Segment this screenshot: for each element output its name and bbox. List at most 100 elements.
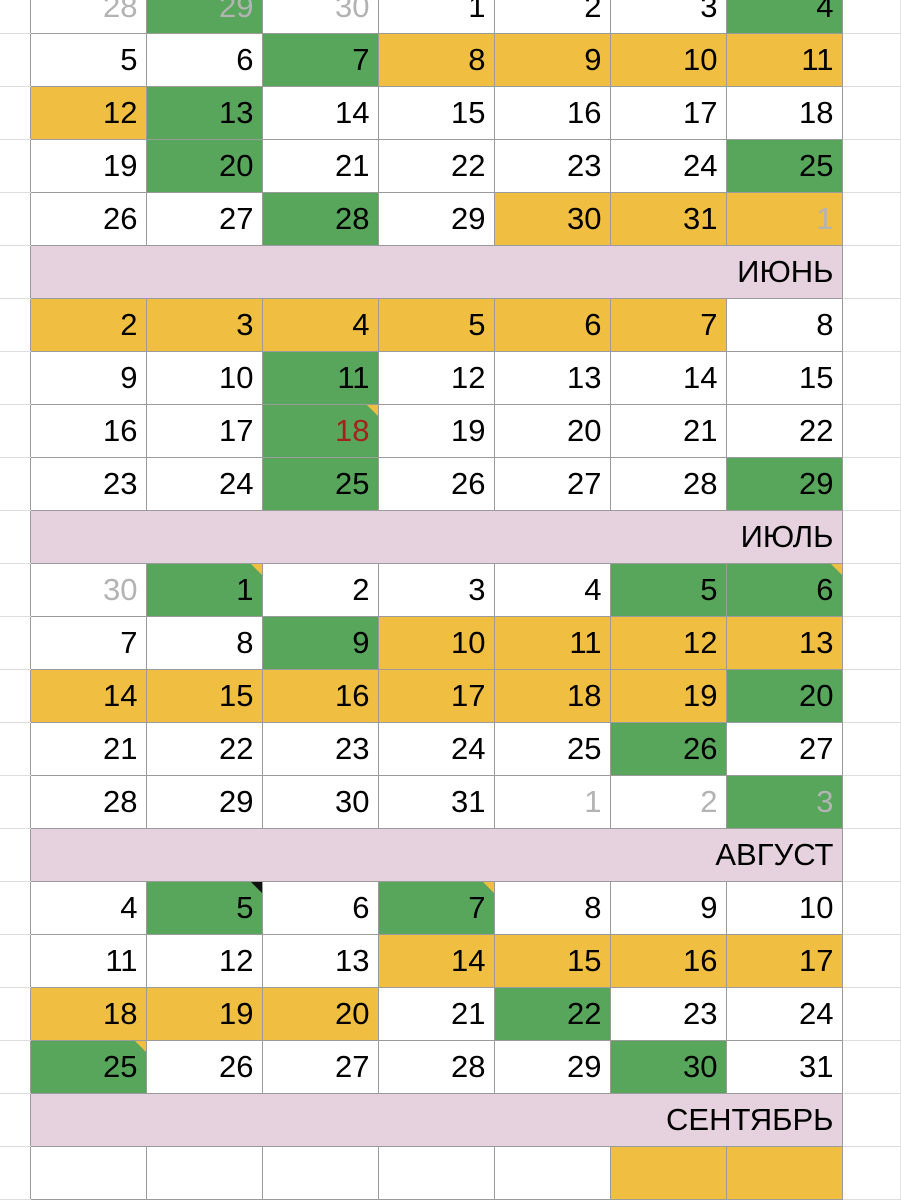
- day-cell[interactable]: 24: [145, 457, 263, 511]
- day-cell[interactable]: 29: [145, 0, 263, 34]
- day-cell[interactable]: 23: [261, 722, 379, 776]
- day-cell[interactable]: 30: [261, 0, 379, 34]
- day-cell[interactable]: 11: [29, 934, 147, 988]
- empty-cell[interactable]: [842, 404, 901, 458]
- day-cell[interactable]: 21: [377, 987, 495, 1041]
- day-cell[interactable]: 27: [725, 722, 843, 776]
- day-cell[interactable]: 31: [609, 192, 727, 246]
- day-cell[interactable]: 2: [261, 563, 379, 617]
- empty-cell[interactable]: [842, 192, 901, 246]
- day-cell[interactable]: 1: [145, 563, 263, 617]
- day-cell[interactable]: [493, 1146, 611, 1200]
- row-gutter-cell[interactable]: [0, 245, 30, 299]
- empty-cell[interactable]: [842, 669, 901, 723]
- empty-cell[interactable]: [842, 139, 901, 193]
- day-cell[interactable]: 3: [609, 0, 727, 34]
- day-cell[interactable]: 5: [609, 563, 727, 617]
- day-cell[interactable]: 8: [725, 298, 843, 352]
- row-gutter-cell[interactable]: [0, 404, 30, 458]
- day-cell[interactable]: 26: [377, 457, 495, 511]
- row-gutter-cell[interactable]: [0, 457, 30, 511]
- month-header[interactable]: ИЮЛЬ: [29, 510, 843, 564]
- day-cell[interactable]: 28: [261, 192, 379, 246]
- day-cell[interactable]: 14: [609, 351, 727, 405]
- day-cell[interactable]: 30: [493, 192, 611, 246]
- day-cell[interactable]: 10: [145, 351, 263, 405]
- day-cell[interactable]: 29: [377, 192, 495, 246]
- day-cell[interactable]: 22: [377, 139, 495, 193]
- day-cell[interactable]: 1: [377, 0, 495, 34]
- day-cell[interactable]: 28: [29, 775, 147, 829]
- empty-cell[interactable]: [842, 245, 901, 299]
- empty-cell[interactable]: [842, 457, 901, 511]
- day-cell[interactable]: 12: [145, 934, 263, 988]
- day-cell[interactable]: 9: [29, 351, 147, 405]
- day-cell[interactable]: 6: [145, 33, 263, 87]
- empty-cell[interactable]: [842, 1040, 901, 1094]
- day-cell[interactable]: 23: [609, 987, 727, 1041]
- empty-cell[interactable]: [842, 0, 901, 34]
- day-cell[interactable]: 11: [725, 33, 843, 87]
- day-cell[interactable]: 11: [493, 616, 611, 670]
- day-cell[interactable]: 4: [261, 298, 379, 352]
- comment-marker-icon[interactable]: [366, 405, 378, 416]
- day-cell[interactable]: [725, 1146, 843, 1200]
- day-cell[interactable]: 20: [493, 404, 611, 458]
- day-cell[interactable]: 17: [145, 404, 263, 458]
- day-cell[interactable]: 20: [261, 987, 379, 1041]
- day-cell[interactable]: 21: [29, 722, 147, 776]
- day-cell[interactable]: 5: [145, 881, 263, 935]
- comment-marker-icon[interactable]: [830, 564, 842, 575]
- row-gutter-cell[interactable]: [0, 563, 30, 617]
- day-cell[interactable]: 28: [377, 1040, 495, 1094]
- empty-cell[interactable]: [842, 616, 901, 670]
- day-cell[interactable]: 26: [29, 192, 147, 246]
- day-cell[interactable]: 4: [725, 0, 843, 34]
- day-cell[interactable]: 6: [261, 881, 379, 935]
- day-cell[interactable]: 30: [29, 563, 147, 617]
- day-cell[interactable]: 19: [609, 669, 727, 723]
- row-gutter-cell[interactable]: [0, 669, 30, 723]
- day-cell[interactable]: 22: [493, 987, 611, 1041]
- day-cell[interactable]: 1: [493, 775, 611, 829]
- day-cell[interactable]: 1: [725, 192, 843, 246]
- day-cell[interactable]: 20: [725, 669, 843, 723]
- row-gutter-cell[interactable]: [0, 139, 30, 193]
- row-gutter-cell[interactable]: [0, 1093, 30, 1147]
- row-gutter-cell[interactable]: [0, 1146, 30, 1200]
- day-cell[interactable]: 10: [377, 616, 495, 670]
- day-cell[interactable]: 21: [609, 404, 727, 458]
- day-cell[interactable]: 23: [29, 457, 147, 511]
- day-cell[interactable]: 2: [493, 0, 611, 34]
- empty-cell[interactable]: [842, 934, 901, 988]
- day-cell[interactable]: 12: [29, 86, 147, 140]
- empty-cell[interactable]: [842, 298, 901, 352]
- day-cell[interactable]: 15: [145, 669, 263, 723]
- day-cell[interactable]: 28: [609, 457, 727, 511]
- day-cell[interactable]: 9: [609, 881, 727, 935]
- day-cell[interactable]: 4: [29, 881, 147, 935]
- row-gutter-cell[interactable]: [0, 881, 30, 935]
- month-header[interactable]: СЕНТЯБРЬ: [29, 1093, 843, 1147]
- day-cell[interactable]: 16: [29, 404, 147, 458]
- day-cell[interactable]: 24: [377, 722, 495, 776]
- day-cell[interactable]: 18: [493, 669, 611, 723]
- row-gutter-cell[interactable]: [0, 298, 30, 352]
- day-cell[interactable]: 27: [145, 192, 263, 246]
- day-cell[interactable]: 14: [29, 669, 147, 723]
- empty-cell[interactable]: [842, 881, 901, 935]
- day-cell[interactable]: 19: [29, 139, 147, 193]
- day-cell[interactable]: 3: [725, 775, 843, 829]
- day-cell[interactable]: 25: [493, 722, 611, 776]
- day-cell[interactable]: [29, 1146, 147, 1200]
- day-cell[interactable]: 3: [377, 563, 495, 617]
- day-cell[interactable]: 25: [261, 457, 379, 511]
- row-gutter-cell[interactable]: [0, 1040, 30, 1094]
- day-cell[interactable]: 15: [493, 934, 611, 988]
- month-header[interactable]: ИЮНЬ: [29, 245, 843, 299]
- day-cell[interactable]: 17: [609, 86, 727, 140]
- day-cell[interactable]: 16: [261, 669, 379, 723]
- day-cell[interactable]: 30: [609, 1040, 727, 1094]
- day-cell[interactable]: 8: [377, 33, 495, 87]
- day-cell[interactable]: 9: [261, 616, 379, 670]
